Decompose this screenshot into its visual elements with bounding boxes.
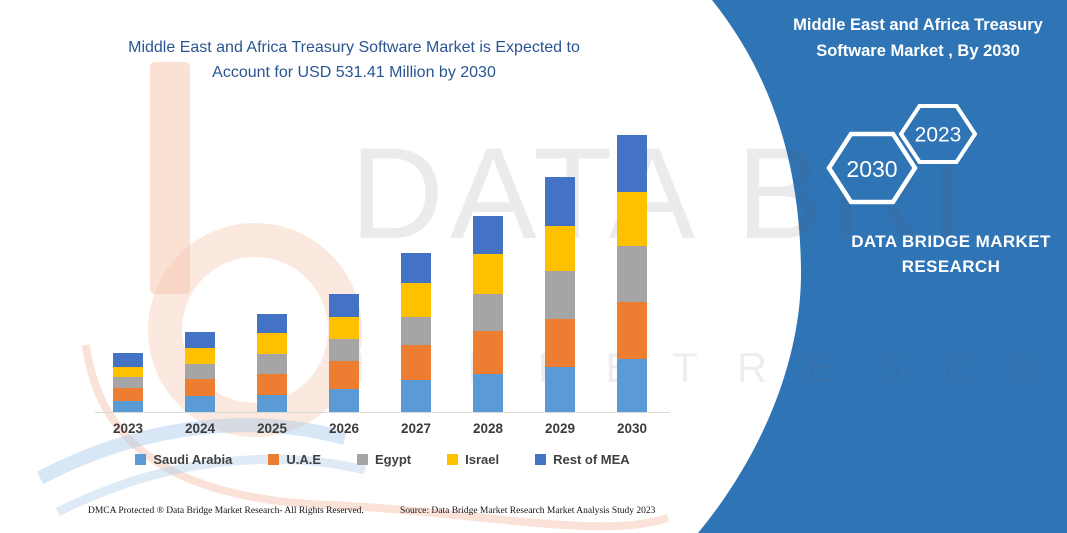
bar-segment-saudi-arabia [545,367,575,412]
legend-swatch [535,454,547,465]
bar-segment-israel [329,317,359,340]
bar-segment-u-a-e [329,360,359,390]
bar-segment-rest-of-mea [185,332,215,349]
bar-segment-egypt [545,271,575,320]
legend-label: Rest of MEA [553,452,630,467]
stacked-bar-2026 [329,294,359,412]
bar-segment-saudi-arabia [473,373,503,412]
bar-segment-israel [113,367,143,378]
bar-segment-saudi-arabia [329,389,359,412]
bar-segment-saudi-arabia [617,358,647,412]
x-axis-labels: 2023 2024 2025 2026 2027 2028 2029 2030 [95,421,670,441]
legend-label: U.A.E [286,452,321,467]
stacked-bar-2030 [617,135,647,412]
stacked-bar-2024 [185,332,215,412]
x-axis-label-2030: 2030 [616,421,648,436]
stacked-bar-2027 [401,253,431,412]
chart-title: Middle East and Africa Treasury Software… [88,36,620,86]
bar-segment-u-a-e [257,373,287,395]
legend-item-saudi-arabia: Saudi Arabia [135,452,232,467]
stacked-bar-2025 [257,314,287,412]
hexagon-2023 [898,104,978,164]
brand-name: DATA BRIDGE MARKET RESEARCH [851,232,1051,276]
bar-segment-rest-of-mea [545,176,575,226]
hexagon-2030 [826,131,918,205]
legend-swatch [447,454,459,465]
legend-label: Israel [465,452,500,467]
copyright-text: DMCA Protected ® Data Bridge Market Rese… [88,506,364,516]
bar-segment-israel [473,253,503,294]
bar-segment-u-a-e [473,330,503,374]
bar-segment-israel [185,348,215,364]
x-axis-label-2024: 2024 [184,421,216,436]
bar-segment-saudi-arabia [401,380,431,412]
bar-segment-egypt [185,363,215,379]
chart-title-line1: Middle East and Africa Treasury Software… [128,39,580,56]
bar-segment-u-a-e [401,345,431,381]
legend-label: Egypt [374,452,412,467]
bar-segment-saudi-arabia [113,401,143,412]
stacked-bar-2029 [545,176,575,412]
x-axis-label-2026: 2026 [328,421,360,436]
bar-segment-israel [401,283,431,318]
bar-segment-u-a-e [545,319,575,368]
legend-swatch [268,454,280,465]
panel-title: Middle East and Africa Treasury Software… [793,16,1043,61]
chart-title-line2: Account for USD 531.41 Million by 2030 [212,63,496,81]
bar-segment-saudi-arabia [257,394,287,412]
x-axis-label-2027: 2027 [400,421,432,436]
bar-segment-egypt [257,354,287,374]
bar-segment-u-a-e [617,302,647,359]
source-text: Source: Data Bridge Market Research Mark… [400,506,656,516]
legend-label: Saudi Arabia [153,452,233,467]
year-hexagons: 2023 2030 [826,104,978,205]
hexagon-2023-label: 2023 [915,124,962,147]
legend-item-egypt: Egypt [356,452,412,467]
bar-segment-rest-of-mea [617,135,647,192]
bar-segment-rest-of-mea [329,294,359,318]
legend-item-u-a-e: U.A.E [268,452,321,467]
plot-area [95,130,670,413]
legend-item-israel: Israel [447,452,499,467]
bar-segment-rest-of-mea [257,314,287,334]
bar-segment-rest-of-mea [401,253,431,284]
legend-swatch [356,454,368,465]
x-axis-label-2025: 2025 [256,421,288,436]
bar-segment-saudi-arabia [185,395,215,412]
hexagon-2030-label: 2030 [846,156,897,182]
bar-segment-israel [257,333,287,355]
bar-segment-rest-of-mea [113,353,143,368]
bar-segment-egypt [617,245,647,303]
bar-segment-israel [617,191,647,246]
bar-segment-egypt [329,339,359,361]
x-axis-label-2023: 2023 [112,421,144,436]
legend-swatch [135,454,147,465]
bar-segment-u-a-e [113,388,143,402]
bar-segment-rest-of-mea [473,215,503,254]
bar-segment-u-a-e [185,378,215,396]
bar-segment-egypt [113,377,143,389]
bar-segment-egypt [473,293,503,331]
stacked-bar-2028 [473,215,503,412]
x-axis-label-2028: 2028 [472,421,504,436]
stacked-bar-2023 [113,353,143,412]
legend: Saudi Arabia U.A.E Egypt Israel Rest of MEA [95,452,670,467]
legend-item-rest-of-mea: Rest of MEA [535,452,630,467]
x-axis-label-2029: 2029 [544,421,576,436]
bar-segment-israel [545,225,575,272]
bar-segment-egypt [401,317,431,346]
